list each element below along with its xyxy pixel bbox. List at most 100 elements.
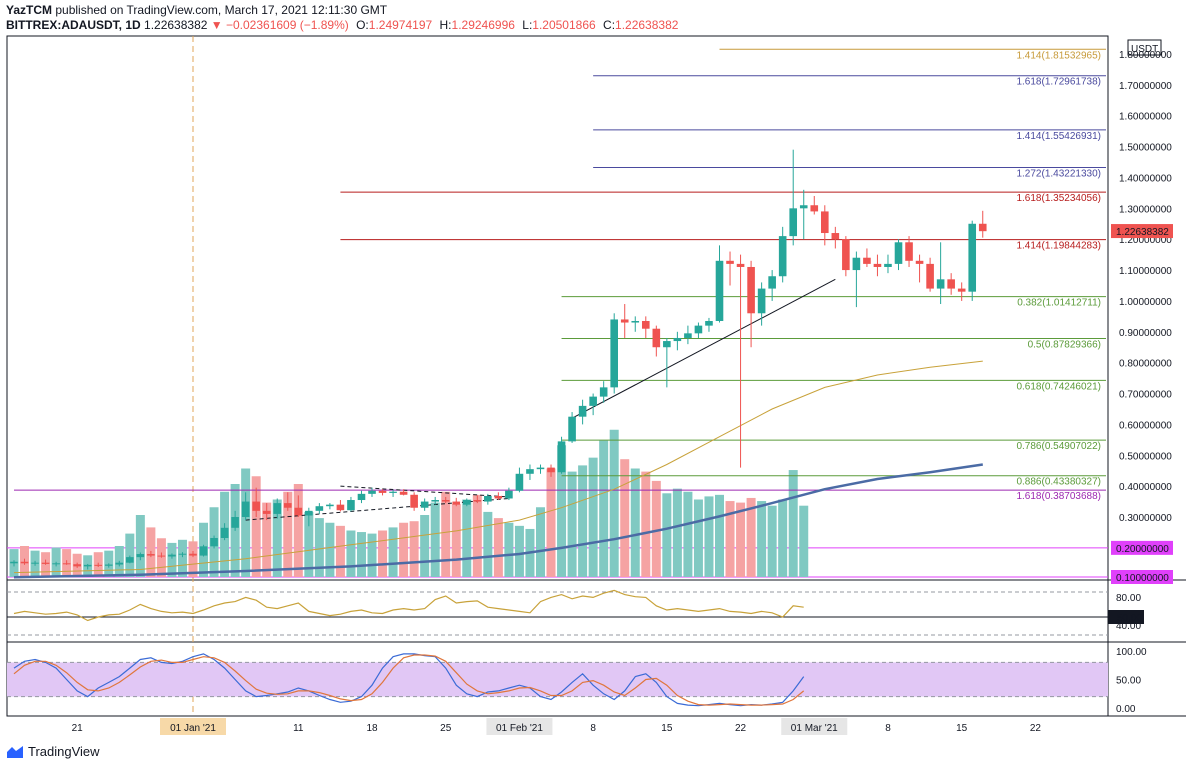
volume-bar (251, 476, 261, 577)
volume-bar (135, 515, 145, 577)
candle (10, 560, 18, 567)
candle-body (462, 500, 471, 505)
fib-label: 1.414(1.19844283) (1016, 241, 1101, 252)
candle (189, 550, 197, 558)
candle-body (968, 223, 977, 292)
candle-body (378, 490, 387, 493)
volume-bar (567, 471, 577, 577)
volume-bar (441, 491, 451, 577)
publish-text: published on TradingView.com, March 17, … (55, 3, 388, 17)
candle-body (241, 501, 250, 517)
x-tick-label: 25 (440, 723, 452, 734)
candle-body (505, 490, 513, 499)
candle (652, 325, 661, 357)
candle (736, 254, 745, 468)
candle (831, 226, 840, 249)
symbol-name: BITTREX:ADAUSDT, 1D (6, 18, 141, 32)
candle-body (52, 563, 60, 565)
candle-body (978, 223, 987, 232)
candle (94, 562, 103, 568)
y-tick-label: 0.70000000 (1119, 390, 1172, 401)
fib-label: 0.618(0.74246021) (1016, 381, 1101, 392)
candle-body (620, 319, 629, 323)
candle-body (399, 491, 408, 495)
candle-body (526, 469, 534, 474)
volume-bar (662, 493, 672, 577)
candle (599, 381, 608, 403)
candle-body (673, 337, 682, 342)
tradingview-logo-icon (7, 745, 23, 758)
candle-body (715, 260, 724, 321)
volume-bar (177, 539, 187, 577)
candle (441, 496, 450, 504)
volume-bar (125, 533, 135, 577)
candle (821, 205, 829, 246)
candle-body (389, 491, 397, 493)
candle (799, 189, 808, 240)
trendline (340, 485, 509, 498)
candle (810, 195, 819, 215)
candle (684, 325, 692, 345)
y-tick-label: 1.00000000 (1119, 297, 1172, 308)
candle (20, 558, 29, 565)
candles (10, 149, 987, 570)
y-tick-label: 0.40000000 (1119, 482, 1172, 493)
volume-bar (462, 499, 472, 577)
candle-body (178, 553, 187, 555)
candle (557, 436, 566, 474)
candle-body (20, 561, 29, 564)
candle-body (357, 493, 366, 501)
currency-label: USDT (1131, 44, 1158, 55)
candle (852, 251, 861, 308)
volume-bar (693, 499, 703, 577)
candle (978, 210, 987, 238)
candle (178, 552, 187, 558)
stoch-k-line (13, 653, 805, 707)
candle-body (220, 527, 229, 538)
fib-label: 0.786(0.54907022) (1016, 441, 1101, 452)
x-tick-highlight (160, 718, 226, 735)
candle (389, 489, 397, 497)
x-tick-highlight (781, 718, 848, 735)
candle-body (336, 504, 345, 511)
candle (262, 503, 271, 521)
candle (673, 331, 682, 351)
candle-body (294, 507, 303, 516)
candle (115, 560, 124, 567)
volume-bar (620, 459, 630, 577)
tradingview-brand: TradingView (28, 744, 100, 759)
candle (968, 220, 977, 301)
volume-bar (609, 429, 619, 577)
candle (894, 239, 903, 271)
candle (326, 503, 334, 510)
candle (199, 544, 208, 557)
x-tick-label: 8 (590, 723, 596, 734)
candle (947, 273, 955, 295)
volume-bar (535, 507, 545, 577)
candle-body (189, 553, 197, 556)
close-value: 1.22638382 (615, 18, 679, 32)
x-tick-label: 22 (1030, 723, 1042, 734)
chart-frame (6, 35, 1109, 717)
y-tick-label: 1.10000000 (1119, 266, 1172, 277)
price-badge-label: 1.22638382 (1116, 227, 1169, 238)
y-tick-label: 0.60000000 (1119, 420, 1172, 431)
candle (915, 254, 924, 283)
candle (905, 236, 913, 267)
volume-bar (578, 465, 588, 577)
candle (568, 412, 576, 443)
volume-bar (546, 468, 556, 577)
candle (747, 260, 755, 348)
candle (347, 496, 355, 512)
y-tick-label: 1.80000000 (1119, 50, 1172, 61)
candle-body (747, 266, 755, 314)
x-tick-label: 8 (885, 723, 891, 734)
candle (273, 498, 282, 519)
volume-bar (757, 501, 767, 577)
candle (778, 226, 787, 283)
fib-label: 1.272(1.43221330) (1016, 169, 1101, 180)
candle (884, 254, 892, 274)
trendline (571, 278, 836, 419)
price-badge (1111, 540, 1173, 555)
